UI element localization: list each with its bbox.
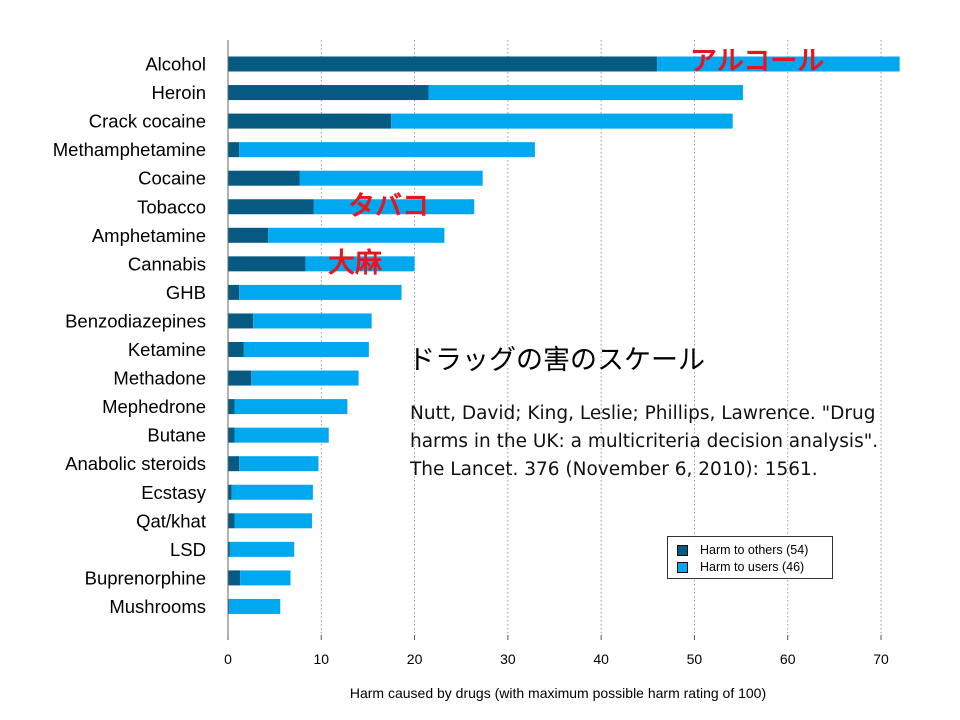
- bar-harm-to-others: [228, 113, 392, 129]
- category-label: Cannabis: [128, 253, 206, 274]
- bar-harm-to-others: [228, 85, 429, 101]
- bar-harm-to-users: [240, 570, 291, 586]
- bar-harm-to-others: [228, 513, 235, 529]
- x-tick-label: 40: [593, 651, 609, 667]
- bar-harm-to-users: [657, 56, 900, 72]
- category-label: Cocaine: [138, 168, 206, 189]
- x-tick-label: 30: [500, 651, 516, 667]
- legend-item-users: Harm to users (46): [677, 560, 804, 574]
- bar-harm-to-users: [229, 541, 295, 557]
- bar-harm-to-others: [228, 284, 240, 300]
- x-tick-label: 10: [313, 651, 329, 667]
- bar-harm-to-users: [231, 484, 313, 500]
- x-tick-label: 70: [873, 651, 889, 667]
- bar-harm-to-users: [243, 342, 369, 357]
- bar-harm-to-users: [428, 85, 743, 101]
- annotation-alcohol: アルコール: [690, 46, 825, 77]
- bar-harm-to-others: [228, 399, 235, 415]
- y-axis-labels: Alcohol Heroin Crack cocaine Methamphetamin…: [53, 54, 207, 617]
- bar-harm-to-users: [234, 427, 329, 443]
- legend-swatch-others: [677, 544, 688, 556]
- bar-harm-to-users: [268, 227, 445, 243]
- grid-lines: [320, 40, 882, 635]
- bar-harm-to-others: [228, 142, 240, 158]
- category-label: Mephedrone: [102, 396, 206, 417]
- category-label: Heroin: [152, 82, 207, 103]
- category-label: Buprenorphine: [85, 567, 206, 588]
- legend-label-others: Harm to others (54): [700, 543, 809, 557]
- legend: Harm to others (54) Harm to users (46): [667, 536, 833, 579]
- category-label: Mushrooms: [109, 596, 206, 617]
- bar-harm-to-users: [253, 313, 372, 329]
- bar-harm-to-others: [228, 199, 314, 215]
- x-tick-label: 20: [407, 651, 423, 667]
- category-label: Benzodiazepines: [65, 310, 206, 331]
- legend-item-others: Harm to others (54): [677, 543, 808, 557]
- x-tick-label: 50: [687, 651, 703, 667]
- bar-harm-to-users: [239, 142, 535, 158]
- category-label: GHB: [166, 282, 206, 303]
- bar-harm-to-users: [299, 170, 483, 186]
- category-label: Anabolic steroids: [65, 453, 206, 474]
- category-label: Alcohol: [145, 54, 206, 75]
- bar-harm-to-users: [313, 199, 475, 215]
- category-label: Ketamine: [128, 339, 206, 360]
- x-tick-label: 0: [224, 651, 232, 667]
- bar-harm-to-users: [234, 399, 348, 415]
- bar-harm-to-others: [228, 370, 252, 386]
- bar-harm-to-others: [228, 256, 306, 272]
- category-label: Crack cocaine: [89, 111, 206, 132]
- bars-group: [228, 56, 900, 614]
- legend-label-users: Harm to users (46): [700, 560, 805, 574]
- bar-harm-to-others: [228, 570, 241, 586]
- category-label: LSD: [170, 539, 206, 560]
- bar-harm-to-others: [228, 427, 235, 443]
- bar-harm-to-others: [228, 456, 240, 472]
- bar-harm-to-users: [228, 598, 281, 614]
- bar-harm-to-others: [228, 227, 269, 243]
- category-label: Methamphetamine: [53, 139, 206, 160]
- bar-harm-to-others: [228, 56, 658, 72]
- bar-harm-to-others: [228, 541, 230, 557]
- bar-harm-to-others: [228, 342, 244, 357]
- category-label: Ecstasy: [141, 482, 207, 503]
- x-axis: 0 10 20 30 40 50 60 70: [224, 40, 889, 667]
- citation-text: Nutt, David; King, Leslie; Phillips, Law…: [410, 403, 879, 480]
- category-label: Tobacco: [137, 196, 206, 217]
- category-label: Butane: [147, 425, 206, 446]
- bar-harm-to-users: [391, 113, 733, 129]
- x-axis-title: Harm caused by drugs (with maximum possi…: [350, 685, 766, 701]
- bar-harm-to-others: [228, 170, 300, 186]
- bar-harm-to-users: [239, 284, 402, 300]
- bar-harm-to-users: [234, 513, 312, 529]
- bar-harm-to-users: [305, 256, 415, 272]
- category-label: Amphetamine: [92, 225, 206, 246]
- annotation-tobacco: タバコ: [348, 191, 429, 222]
- bar-harm-to-users: [239, 456, 319, 472]
- x-tick-label: 60: [780, 651, 796, 667]
- annotation-cannabis: 大麻: [328, 248, 382, 279]
- bar-harm-to-others: [228, 484, 232, 500]
- bar-harm-to-others: [228, 313, 254, 329]
- legend-swatch-users: [677, 561, 688, 573]
- chart-title-japanese: ドラッグの害のスケール: [408, 345, 705, 376]
- category-label: Qat/khat: [136, 510, 206, 531]
- bar-harm-to-users: [251, 370, 359, 386]
- category-label: Methadone: [113, 368, 206, 389]
